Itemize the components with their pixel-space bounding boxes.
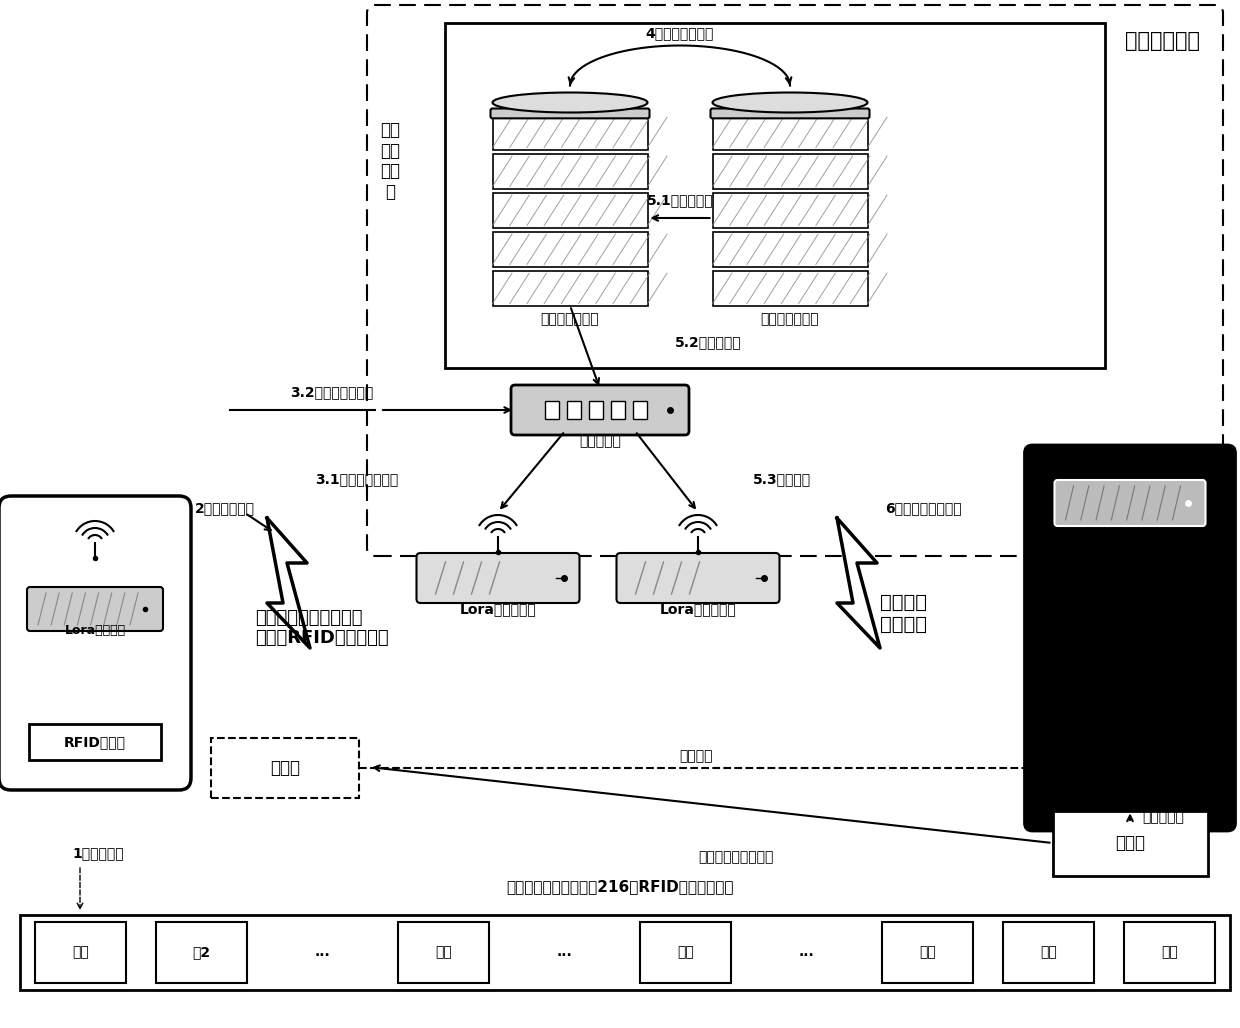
Text: 卡2: 卡2 (192, 946, 211, 959)
Text: 卷扬机: 卷扬机 (1115, 834, 1145, 852)
Text: 智能
数据
采控
仪: 智能 数据 采控 仪 (379, 121, 401, 201)
Bar (882, 922, 973, 983)
Text: 5.2、发送指令: 5.2、发送指令 (675, 335, 742, 350)
Text: 牵引钢缆: 牵引钢缆 (680, 749, 713, 763)
Text: 结束: 结束 (1161, 946, 1178, 959)
Bar (211, 738, 360, 798)
Text: 4、解析卡片数据: 4、解析卡片数据 (646, 27, 714, 40)
Text: 挽拉器: 挽拉器 (270, 759, 300, 777)
FancyBboxPatch shape (511, 386, 689, 435)
Bar (29, 724, 161, 760)
Text: 卷扬机室
控制模块: 卷扬机室 控制模块 (880, 592, 928, 633)
FancyBboxPatch shape (616, 553, 780, 603)
Text: 加减速指令: 加减速指令 (1142, 810, 1184, 823)
Bar (589, 401, 603, 419)
Bar (156, 922, 247, 983)
Text: 数据收发服务器: 数据收发服务器 (541, 313, 599, 327)
Bar (398, 922, 489, 983)
Bar (492, 271, 647, 305)
Text: 开始: 开始 (72, 946, 89, 959)
Ellipse shape (492, 93, 647, 112)
Text: ...: ... (557, 946, 573, 959)
Bar (632, 401, 647, 419)
Text: 卡减: 卡减 (919, 946, 936, 959)
Text: Lora无线终端: Lora无线终端 (64, 624, 125, 637)
Text: Lora无线路由器: Lora无线路由器 (660, 602, 737, 616)
Bar (713, 232, 868, 266)
Bar (35, 922, 126, 983)
Text: 固定在牵引系统的挽拉
器上的RFID读卡器模块: 固定在牵引系统的挽拉 器上的RFID读卡器模块 (255, 609, 388, 648)
FancyBboxPatch shape (1024, 445, 1235, 831)
FancyBboxPatch shape (27, 587, 162, 631)
Bar (1003, 922, 1094, 983)
Text: ...: ... (315, 946, 330, 959)
Text: 卡加: 卡加 (1040, 946, 1056, 959)
Text: 1、读取卡片: 1、读取卡片 (72, 846, 124, 860)
Text: 6、接收加减速指令: 6、接收加减速指令 (885, 501, 962, 515)
Ellipse shape (713, 93, 868, 112)
Bar (713, 154, 868, 188)
Text: Lora无线路由器: Lora无线路由器 (460, 602, 537, 616)
Text: RFID读卡器: RFID读卡器 (64, 735, 126, 749)
Bar (713, 271, 868, 305)
Text: ...: ... (799, 946, 815, 959)
Bar (640, 922, 730, 983)
Bar (713, 193, 868, 227)
Bar (546, 401, 559, 419)
Bar (492, 154, 647, 188)
Text: 5.3发送指令: 5.3发送指令 (753, 472, 811, 486)
Bar (1053, 810, 1208, 876)
Polygon shape (837, 518, 880, 648)
Text: 2上报卡片信息: 2上报卡片信息 (195, 501, 255, 515)
Text: 卡加: 卡加 (677, 946, 694, 959)
Text: 3.2、接收卡片数据: 3.2、接收卡片数据 (290, 386, 373, 399)
Text: 3.1、接收卡片数据: 3.1、接收卡片数据 (315, 472, 398, 486)
Bar (1125, 922, 1215, 983)
Bar (20, 915, 1230, 990)
Text: 卡减: 卡减 (435, 946, 451, 959)
Bar (567, 401, 582, 419)
Bar (492, 193, 647, 227)
Polygon shape (267, 518, 310, 648)
Text: 加减速收放线缆速度: 加减速收放线缆速度 (698, 850, 774, 864)
Text: 数据处理中心: 数据处理中心 (1125, 31, 1200, 51)
FancyBboxPatch shape (491, 109, 650, 118)
FancyBboxPatch shape (417, 553, 579, 603)
Text: 猫道两侧按顺序布置了216张RFID电子标签卡片: 猫道两侧按顺序布置了216张RFID电子标签卡片 (506, 880, 734, 894)
FancyBboxPatch shape (711, 109, 869, 118)
FancyBboxPatch shape (1054, 480, 1205, 526)
Bar (713, 115, 868, 149)
Bar (611, 401, 625, 419)
Text: 数据分析服务器: 数据分析服务器 (760, 313, 820, 327)
FancyBboxPatch shape (0, 495, 191, 790)
Text: 内部交换机: 内部交换机 (579, 434, 621, 448)
Bar (492, 232, 647, 266)
Bar (492, 115, 647, 149)
Text: 5.1、发送指令: 5.1、发送指令 (647, 193, 713, 207)
Bar (445, 23, 1105, 368)
